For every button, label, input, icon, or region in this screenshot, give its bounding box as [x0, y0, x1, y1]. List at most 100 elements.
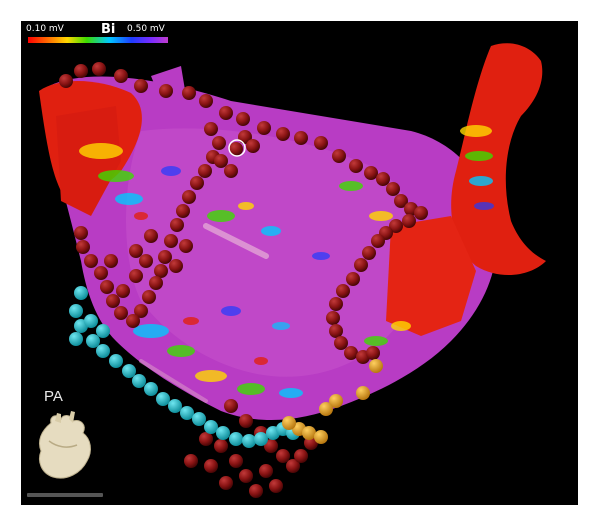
- lesion-marker: [114, 306, 128, 320]
- lesion-marker: [364, 166, 378, 180]
- lesion-marker: [84, 254, 98, 268]
- lesion-marker: [190, 176, 204, 190]
- lesion-marker: [179, 239, 193, 253]
- lesion-marker: [104, 254, 118, 268]
- orange-marker: [282, 416, 296, 430]
- orange-marker: [329, 394, 343, 408]
- lesion-marker: [169, 259, 183, 273]
- lesion-marker: [182, 190, 196, 204]
- orange-marker: [369, 359, 383, 373]
- lesion-marker: [214, 439, 228, 453]
- lesion-marker: [294, 131, 308, 145]
- cyan-marker: [144, 382, 158, 396]
- lesion-marker: [134, 79, 148, 93]
- orange-marker: [319, 402, 333, 416]
- lesion-marker: [158, 250, 172, 264]
- lesion-marker: [229, 142, 243, 156]
- ablation-markers: [59, 62, 428, 498]
- lesion-marker: [199, 432, 213, 446]
- lesion-marker: [224, 164, 238, 178]
- cyan-marker: [74, 286, 88, 300]
- lesion-marker: [236, 112, 250, 126]
- lesion-marker: [314, 136, 328, 150]
- lesion-marker: [159, 84, 173, 98]
- lesion-marker: [332, 149, 346, 163]
- lesion-marker: [176, 204, 190, 218]
- lesion-marker: [74, 64, 88, 78]
- lesion-marker: [246, 139, 260, 153]
- lesion-marker: [59, 74, 73, 88]
- scale-max-label: 0.50 mV: [127, 24, 165, 34]
- scale-min-label: 0.10 mV: [26, 24, 64, 34]
- lesion-marker: [354, 258, 368, 272]
- cyan-marker: [204, 420, 218, 434]
- navigation-bar[interactable]: [27, 493, 103, 497]
- lesion-marker: [106, 294, 120, 308]
- lesion-marker: [154, 264, 168, 278]
- lesion-marker: [269, 479, 283, 493]
- atrium-shade: [126, 128, 419, 377]
- cyan-marker: [122, 364, 136, 378]
- voltage-map-render: [39, 43, 546, 498]
- cyan-marker: [192, 412, 206, 426]
- map-viewport[interactable]: 0.10 mV Bi 0.50 mV PA: [21, 21, 578, 505]
- scar-region-left-patch: [56, 106, 121, 216]
- lesion-marker: [329, 297, 343, 311]
- lesion-marker: [376, 172, 390, 186]
- selected-marker-ring: [228, 139, 246, 157]
- lesion-marker: [212, 136, 226, 150]
- cyan-marker: [168, 399, 182, 413]
- catheter-lower: [139, 359, 208, 403]
- lesion-marker: [182, 86, 196, 100]
- lesion-marker: [100, 280, 114, 294]
- lesion-marker: [204, 459, 218, 473]
- catheter: [203, 223, 269, 259]
- lesion-marker: [276, 127, 290, 141]
- lesion-marker: [257, 121, 271, 135]
- lesion-marker: [336, 284, 350, 298]
- lesion-marker: [394, 194, 408, 208]
- scar-region-upper-right: [451, 43, 546, 276]
- voltage-colorbar: [28, 37, 168, 43]
- lesion-marker: [386, 182, 400, 196]
- lesion-marker: [264, 439, 278, 453]
- border-zone-speckles: [79, 125, 494, 398]
- lesion-marker: [326, 311, 340, 325]
- lesion-marker: [329, 324, 343, 338]
- lesion-marker: [129, 244, 143, 258]
- lesion-marker: [346, 272, 360, 286]
- cyan-marker: [254, 432, 268, 446]
- lesion-marker: [224, 399, 238, 413]
- lesion-marker: [276, 449, 290, 463]
- lesion-marker: [402, 214, 416, 228]
- lesion-marker: [334, 336, 348, 350]
- orange-marker: [302, 426, 316, 440]
- lesion-marker: [92, 62, 106, 76]
- cyan-marker: [96, 344, 110, 358]
- lesion-marker: [214, 154, 228, 168]
- lesion-marker: [74, 226, 88, 240]
- lesion-marker: [184, 454, 198, 468]
- lesion-marker: [76, 240, 90, 254]
- lesion-marker: [371, 234, 385, 248]
- orange-marker: [356, 386, 370, 400]
- cyan-marker: [109, 354, 123, 368]
- lesion-marker: [219, 106, 233, 120]
- lesion-marker: [362, 246, 376, 260]
- view-orientation-label: PA: [44, 388, 63, 405]
- lesion-marker: [129, 269, 143, 283]
- lesion-marker: [389, 219, 403, 233]
- cyan-marker: [180, 406, 194, 420]
- cyan-marker: [86, 334, 100, 348]
- lesion-marker: [199, 94, 213, 108]
- lesion-marker: [239, 414, 253, 428]
- cyan-marker: [84, 314, 98, 328]
- cyan-marker: [156, 392, 170, 406]
- lesion-marker: [116, 284, 130, 298]
- lesion-marker: [139, 254, 153, 268]
- lesion-marker: [349, 159, 363, 173]
- cyan-marker: [132, 374, 146, 388]
- lesion-marker: [134, 304, 148, 318]
- lesion-marker: [366, 346, 380, 360]
- lesion-marker: [239, 469, 253, 483]
